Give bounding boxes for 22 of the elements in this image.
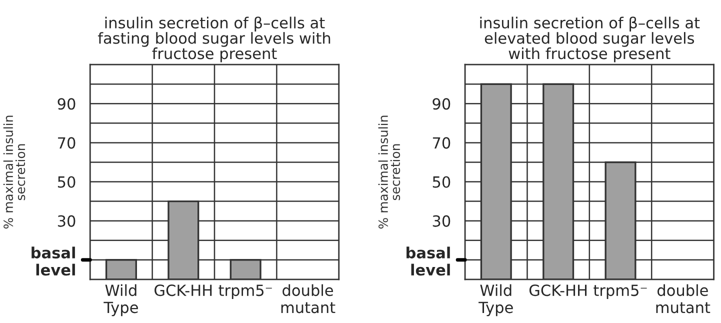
x-tick-label: GCK-HH	[529, 284, 587, 296]
y-axis-title: % maximal insulin secretion	[378, 116, 400, 229]
y-axis-title: % maximal insulin secretion	[3, 116, 26, 229]
y-tick-label: basal level	[32, 246, 75, 276]
x-tick-label: Wild Type	[478, 284, 513, 316]
y-tick-label: 50	[58, 176, 76, 188]
y-tick-label: 90	[58, 98, 76, 110]
x-tick-label: Wild Type	[104, 284, 138, 316]
x-tick-label: double mutant	[656, 284, 710, 314]
chart-title: insulin secretion of β–cells at elevated blood sugar levels with fructose present	[480, 16, 700, 62]
y-tick-label: 50	[432, 176, 450, 188]
x-tick-label: trpm5⁻	[594, 284, 647, 300]
y-tick-label: basal level	[406, 246, 450, 276]
chart-title: insulin secretion of β–cells at fasting blood sugar levels with fructose present	[98, 16, 330, 62]
y-tick-label: 30	[58, 215, 76, 227]
x-tick-label: trpm5⁻	[218, 284, 272, 300]
x-tick-label: GCK-HH	[154, 284, 212, 296]
y-tick-label: 30	[432, 215, 450, 227]
y-tick-label: 70	[432, 137, 450, 149]
y-tick-label: 90	[432, 98, 450, 110]
y-tick-label: 70	[58, 137, 76, 149]
x-tick-label: double mutant	[281, 284, 336, 314]
